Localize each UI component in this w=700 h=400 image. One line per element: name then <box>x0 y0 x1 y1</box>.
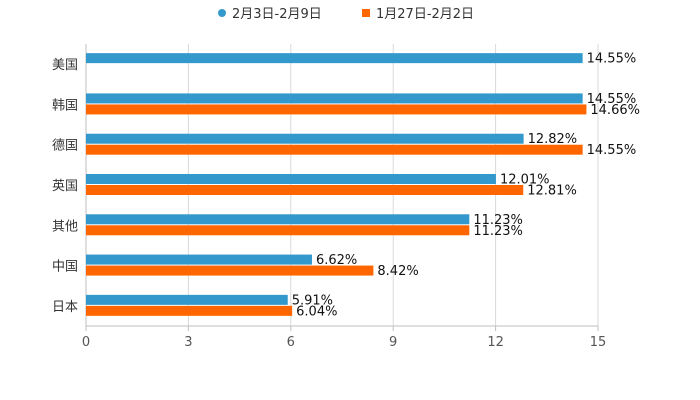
data-label: 11.23% <box>473 213 523 228</box>
category-label: 中国 <box>52 260 78 275</box>
x-tick-labels-layer: 0 3 6 9 12 15 <box>82 335 606 350</box>
data-label: 12.82% <box>528 132 578 147</box>
legend-label: 1月27日-2月2日 <box>376 7 474 22</box>
data-label: 11.23% <box>473 224 523 239</box>
data-label: 6.04% <box>296 304 337 319</box>
category-label: 韩国 <box>52 98 78 113</box>
data-label: 14.66% <box>590 103 640 118</box>
bar-series2[interactable] <box>86 104 587 115</box>
x-tick-label: 15 <box>590 335 607 350</box>
x-tick-label: 6 <box>287 335 295 350</box>
bar-series1[interactable] <box>86 53 583 64</box>
bar-series2[interactable] <box>86 144 583 155</box>
legend-item-1[interactable]: 2月3日-2月9日 <box>218 7 322 22</box>
bar-series2[interactable] <box>86 265 374 276</box>
category-label: 英国 <box>52 179 78 194</box>
bar-series1[interactable] <box>86 133 524 144</box>
bar-series1[interactable] <box>86 214 470 225</box>
x-tick-label: 9 <box>389 335 397 350</box>
data-labels-layer: 14.55%14.55%14.66%12.82%14.55%12.01%12.8… <box>292 52 640 320</box>
legend[interactable]: 2月3日-2月9日 1月27日-2月2日 <box>218 7 474 22</box>
x-tick-label: 3 <box>184 335 192 350</box>
data-label: 14.55% <box>587 143 637 158</box>
bar-series2[interactable] <box>86 225 470 236</box>
category-label: 日本 <box>52 300 78 315</box>
data-label: 14.55% <box>587 92 637 107</box>
bars-layer <box>86 53 587 316</box>
legend-item-2[interactable]: 1月27日-2月2日 <box>362 7 474 22</box>
bar-series1[interactable] <box>86 174 496 184</box>
category-label: 美国 <box>52 58 78 73</box>
data-label: 6.62% <box>316 253 357 268</box>
legend-label: 2月3日-2月9日 <box>232 7 322 22</box>
data-label: 12.81% <box>527 184 577 199</box>
data-label: 8.42% <box>377 264 418 279</box>
bar-series1[interactable] <box>86 254 312 265</box>
data-label: 5.91% <box>292 293 333 308</box>
bar-series1[interactable] <box>86 93 583 104</box>
legend-marker-circle <box>218 9 226 17</box>
x-tick-label: 0 <box>82 335 90 350</box>
bar-series2[interactable] <box>86 185 524 195</box>
bar-series1[interactable] <box>86 294 288 305</box>
category-label: 其他 <box>52 219 78 234</box>
legend-marker-square <box>362 9 370 17</box>
data-label: 14.55% <box>587 52 637 67</box>
category-label: 德国 <box>52 139 78 154</box>
x-tick-label: 12 <box>487 335 504 350</box>
data-label: 12.01% <box>500 173 550 188</box>
bar-series2[interactable] <box>86 305 293 316</box>
